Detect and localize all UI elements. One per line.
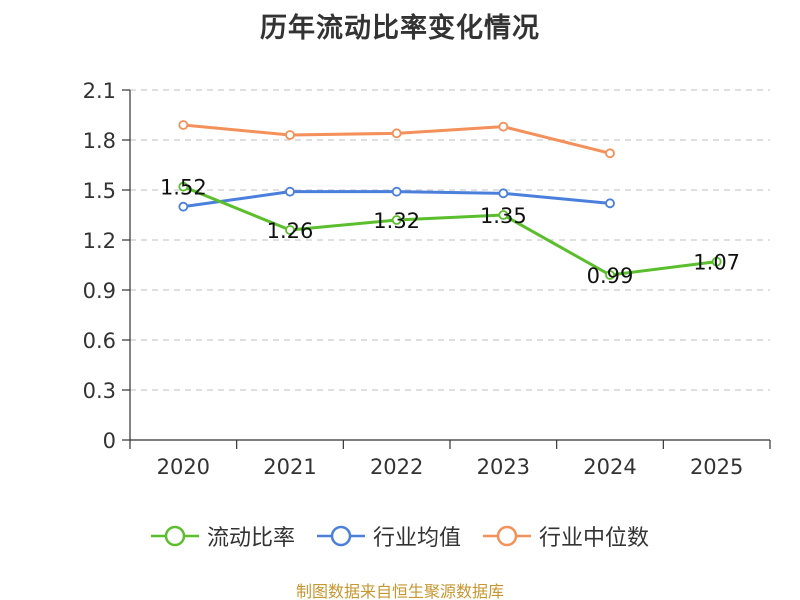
data-point: [498, 188, 509, 199]
legend-item-current-ratio[interactable]: 流动比率: [150, 520, 295, 552]
data-point: [391, 128, 402, 139]
y-tick-label: 1.8: [83, 129, 116, 153]
y-tick-label: 0.9: [83, 279, 116, 303]
legend-swatch-current-ratio-icon: [150, 525, 199, 547]
data-point: [605, 198, 615, 209]
data-point: [391, 215, 402, 225]
data-point: [711, 256, 722, 267]
data-label: 1.07: [693, 251, 740, 275]
data-point: [391, 186, 402, 197]
x-tick-label: 2024: [583, 455, 636, 479]
data-point: [285, 225, 295, 235]
legend-label-industry-mean: 行业均值: [372, 526, 461, 551]
legend-swatch-industry-mean-icon: [316, 525, 365, 547]
x-tick-label: 2025: [690, 455, 743, 479]
y-tick-label: 1.2: [83, 229, 116, 253]
data-point: [178, 201, 189, 212]
data-point: [498, 121, 509, 132]
data-label: 1.32: [373, 209, 420, 233]
source-note: 制图数据来自恒生聚源数据库: [295, 582, 504, 600]
legend-item-industry-median[interactable]: 行业中位数: [483, 520, 649, 552]
data-point: [285, 186, 295, 197]
legend-label-industry-median: 行业中位数: [539, 526, 650, 551]
x-tick-label: 2020: [157, 455, 210, 479]
y-tick-label: 0.3: [83, 379, 116, 403]
y-tick-label: 0: [103, 429, 116, 453]
data-point: [605, 148, 615, 159]
y-tick-label: 0.6: [83, 329, 116, 353]
data-label: 0.99: [587, 264, 634, 288]
y-tick-label: 2.1: [83, 79, 116, 103]
data-point: [498, 210, 509, 220]
x-tick-label: 2022: [370, 455, 423, 479]
legend-item-industry-mean[interactable]: 行业均值: [316, 520, 461, 552]
data-point: [178, 181, 189, 192]
series-line: [182, 185, 717, 277]
data-point: [285, 130, 295, 140]
data-point: [178, 120, 189, 130]
y-tick-label: 1.5: [83, 179, 116, 203]
x-tick-label: 2021: [263, 455, 316, 479]
data-point: [605, 270, 615, 280]
legend-label-current-ratio: 流动比率: [206, 526, 295, 551]
data-label: 1.26: [267, 219, 314, 243]
chart-title: 历年流动比率变化情况: [260, 13, 540, 44]
data-label: 1.35: [480, 204, 527, 228]
legend-swatch-industry-median-icon: [483, 525, 531, 547]
x-tick-label: 2023: [477, 455, 530, 479]
data-label: 1.52: [160, 176, 207, 200]
chart-legend: 流动比率 行业均值 行业中位数: [0, 518, 800, 554]
